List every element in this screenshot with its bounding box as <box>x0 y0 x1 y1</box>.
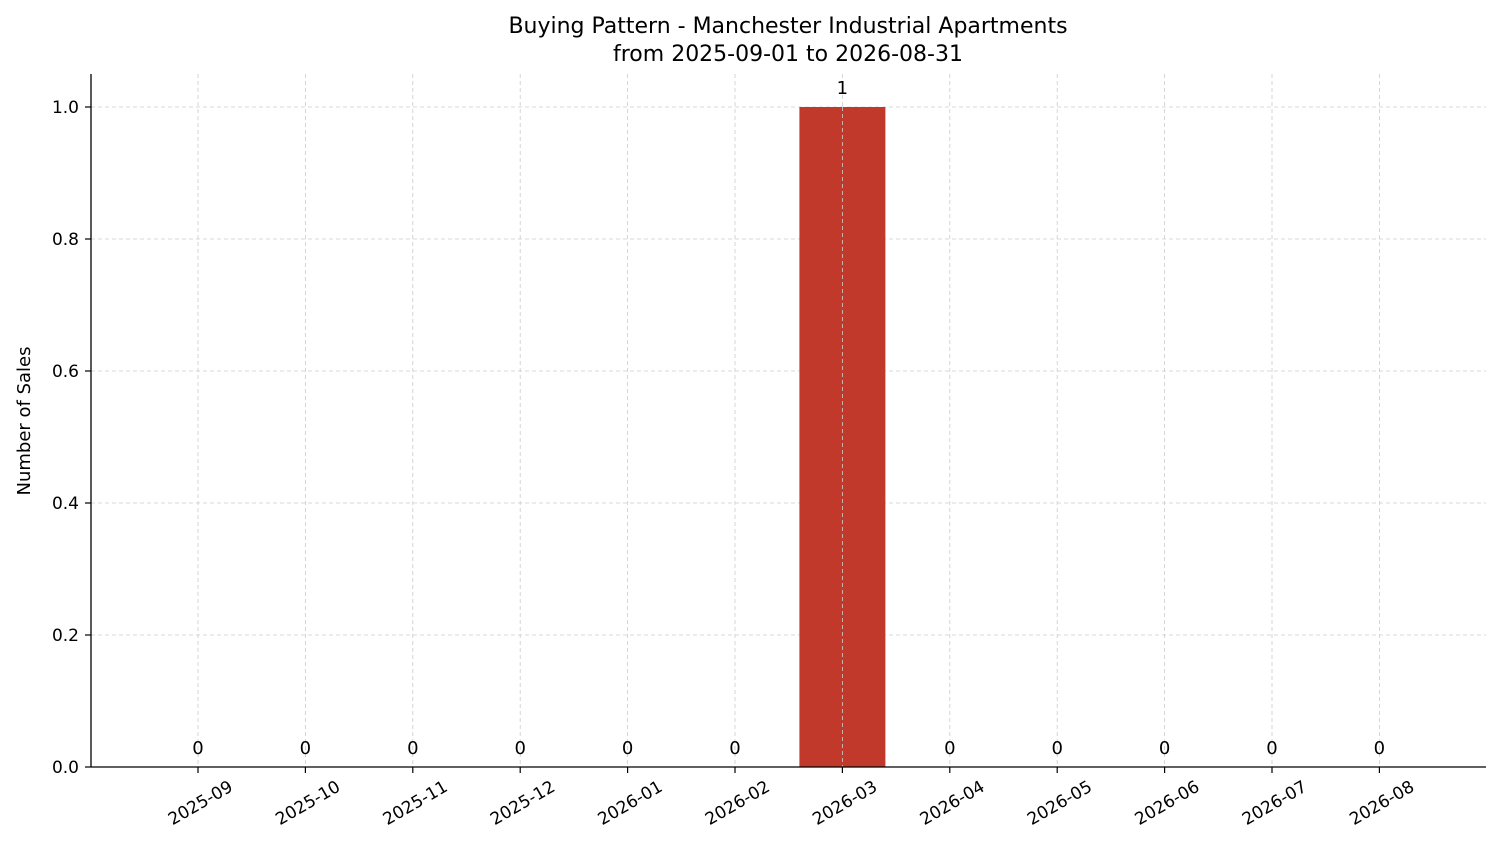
x-tick-label: 2025-10 <box>272 777 344 830</box>
data-label: 0 <box>300 738 311 759</box>
y-tick-label: 0.2 <box>52 626 79 646</box>
y-tick-label: 1.0 <box>52 98 79 118</box>
bar-layer <box>799 107 886 767</box>
data-label: 0 <box>192 738 203 759</box>
axis-layer <box>85 74 1486 773</box>
x-tick-label: 2025-11 <box>380 777 452 830</box>
x-tick-label: 2026-04 <box>917 777 989 830</box>
data-label: 0 <box>407 738 418 759</box>
grid-layer <box>91 74 1486 768</box>
chart-subtitle: from 2025-09-01 to 2026-08-31 <box>613 42 963 67</box>
data-label: 0 <box>1266 738 1277 759</box>
data-label: 0 <box>622 738 633 759</box>
x-tick-label: 2025-12 <box>487 777 559 830</box>
data-label: 0 <box>514 738 525 759</box>
y-tick-label: 0.0 <box>52 758 79 778</box>
x-tick-label: 2026-01 <box>595 777 667 830</box>
x-tick-label: 2026-07 <box>1239 777 1311 830</box>
chart-title: Buying Pattern - Manchester Industrial A… <box>508 14 1067 39</box>
data-label: 0 <box>1374 738 1385 759</box>
x-tick-label: 2025-09 <box>165 777 237 830</box>
x-tick-label: 2026-05 <box>1024 777 1096 830</box>
data-label: 0 <box>944 738 955 759</box>
y-tick-label: 0.4 <box>52 494 79 514</box>
x-tick-label: 2026-08 <box>1346 777 1418 830</box>
data-label: 0 <box>729 738 740 759</box>
y-axis-label: Number of Sales <box>14 346 35 495</box>
data-label: 1 <box>837 78 848 99</box>
x-tick-label: 2026-02 <box>702 777 774 830</box>
x-tick-label: 2026-03 <box>809 777 881 830</box>
y-tick-label: 0.6 <box>52 362 79 382</box>
data-label: 0 <box>1051 738 1062 759</box>
data-label: 0 <box>1159 738 1170 759</box>
x-tick-label: 2026-06 <box>1132 777 1204 830</box>
y-tick-label: 0.8 <box>52 230 79 250</box>
